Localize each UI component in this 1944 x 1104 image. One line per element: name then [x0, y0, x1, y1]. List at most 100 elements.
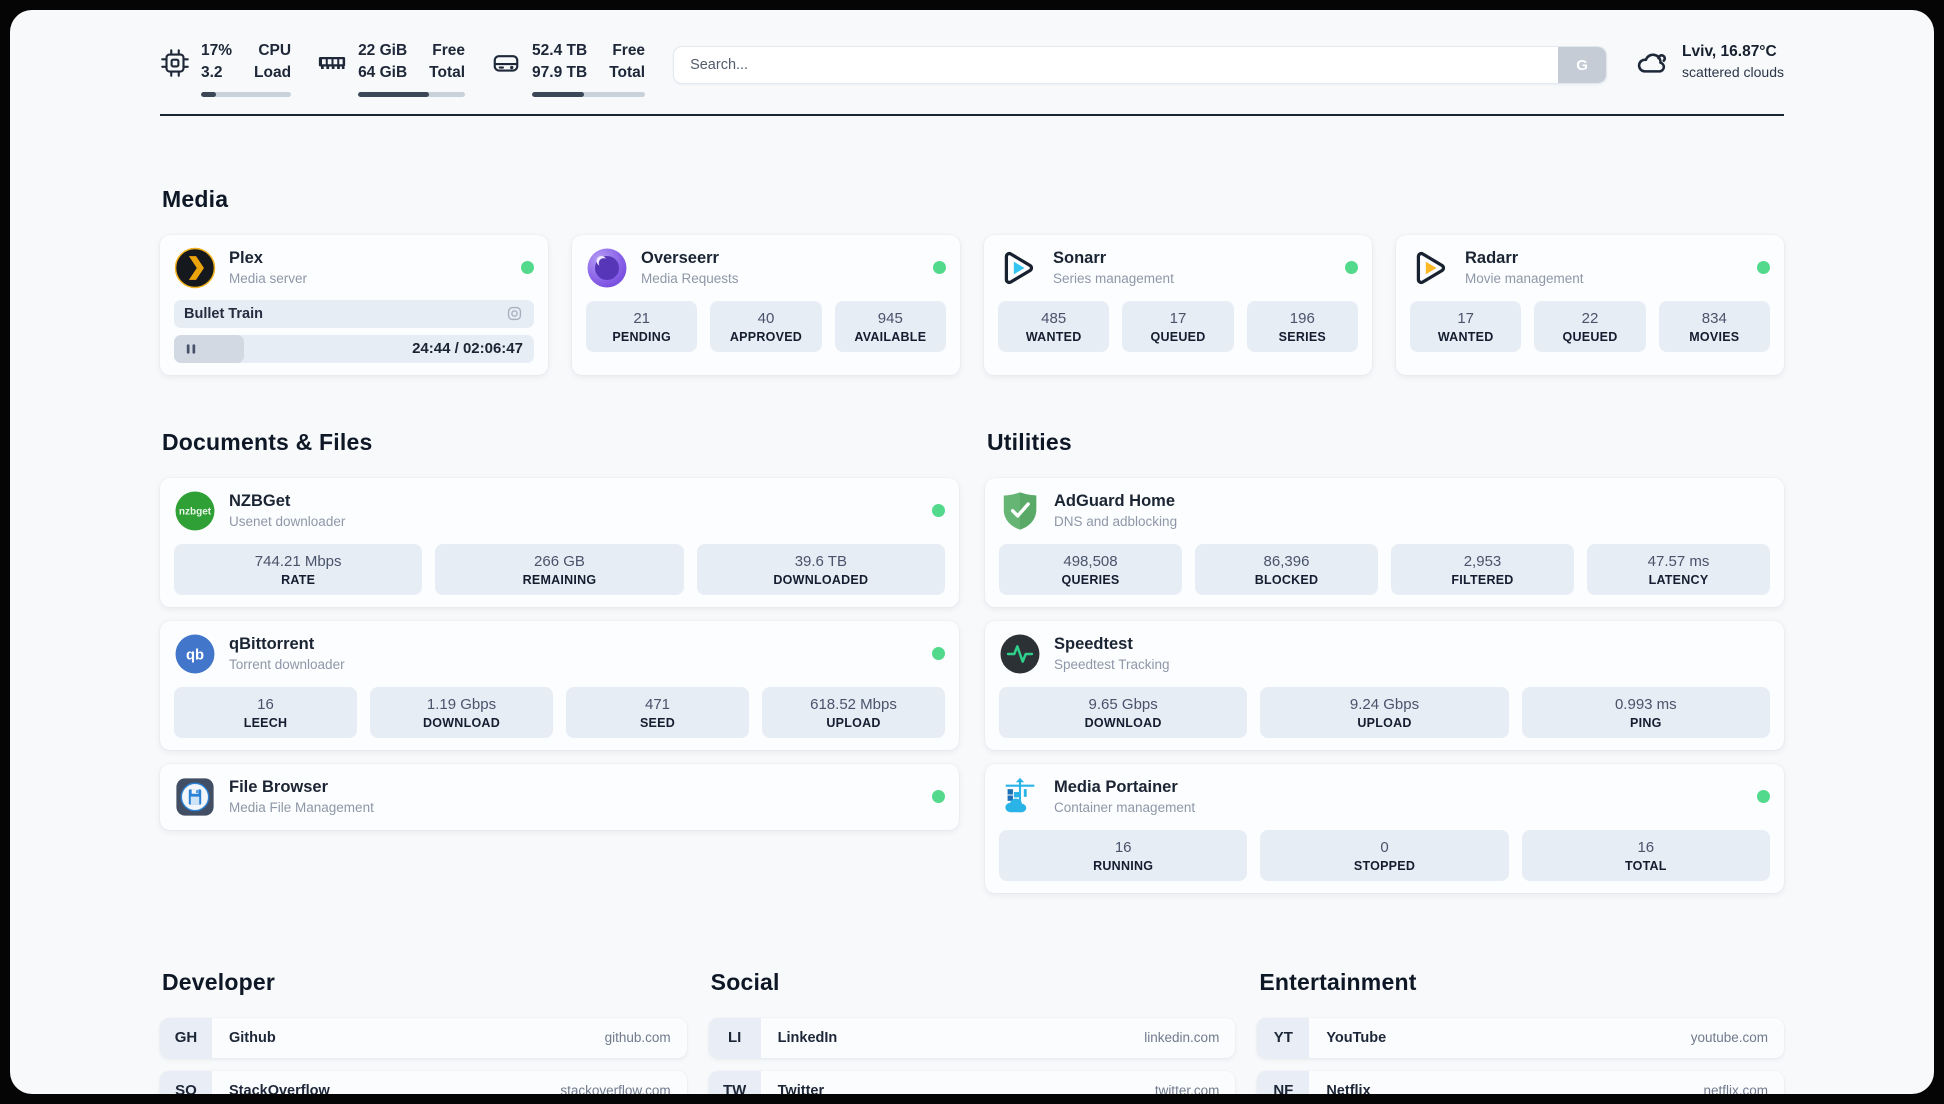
bookmark-abbr-badge: TW	[708, 1070, 761, 1094]
metric-value: 16	[1637, 838, 1655, 856]
metric-box: 485 WANTED	[998, 300, 1110, 352]
metric-value: 744.21 Mbps	[254, 552, 342, 570]
metric-value: 0.993 ms	[1614, 695, 1677, 713]
metric-value: 266 GB	[534, 552, 585, 570]
service-card-plex[interactable]: Plex Media server Bullet Train 24:44 / 0…	[160, 234, 548, 375]
metric-value: 2,953	[1463, 552, 1502, 570]
metric-box: 9.24 Gbps UPLOAD	[1260, 686, 1509, 738]
dashboard-page: 17% CPU 3.2 Load 22 GiB Free 64 GiB Tota…	[10, 10, 1934, 1094]
system-stat: 22 GiB Free 64 GiB Total	[317, 40, 466, 97]
filebrowser-icon	[174, 776, 216, 818]
metric-label: MOVIES	[1689, 329, 1740, 344]
service-subtitle: Speedtest Tracking	[1054, 657, 1170, 673]
metric-label: RATE	[281, 572, 316, 587]
adguard-icon	[999, 490, 1041, 532]
search-provider-button[interactable]: G	[1558, 47, 1607, 83]
metric-value: 17	[1169, 309, 1187, 327]
metric-box: 2,953 FILTERED	[1391, 543, 1574, 595]
bookmark-github[interactable]: GH Github github.com	[160, 1017, 687, 1058]
service-card-nzbget[interactable]: nzbget NZBGet Usenet downloader 744.21 M…	[160, 477, 959, 607]
status-online-dot	[932, 647, 945, 661]
service-card-file-browser[interactable]: File Browser Media File Management	[160, 763, 959, 830]
metric-box: 17 WANTED	[1410, 300, 1522, 352]
metric-box: 744.21 Mbps RATE	[174, 543, 423, 595]
bookmark-netflix[interactable]: NF Netflix netflix.com	[1257, 1070, 1784, 1094]
portainer-icon	[999, 776, 1041, 818]
metric-box: 21 PENDING	[586, 300, 698, 352]
service-title: NZBGet	[229, 492, 291, 511]
metric-value: 9.65 Gbps	[1088, 695, 1158, 713]
status-online-dot	[521, 261, 534, 275]
metric-label: FILTERED	[1451, 572, 1514, 587]
service-card-overseerr[interactable]: Overseerr Media Requests 21 PENDING 40 A…	[572, 234, 960, 375]
metric-value: 86,396	[1263, 552, 1310, 570]
speedtest-icon	[999, 633, 1041, 675]
qbittorrent-icon: qb	[174, 633, 216, 675]
bookmark-group-entertainment: Entertainment YT YouTube youtube.com NF …	[1257, 969, 1784, 1094]
service-subtitle: Container management	[1054, 800, 1196, 816]
metric-value: 16	[257, 695, 274, 713]
bookmark-group-social: Social LI LinkedIn linkedin.com TW Twitt…	[708, 968, 1236, 1094]
stat-value: 3.2	[201, 64, 223, 82]
service-card-sonarr[interactable]: Sonarr Series management 485 WANTED 17 Q…	[984, 234, 1372, 375]
metric-value: 17	[1457, 309, 1474, 327]
pause-icon[interactable]	[183, 341, 199, 357]
bookmark-linkedin[interactable]: LI LinkedIn linkedin.com	[708, 1017, 1236, 1058]
service-title: Plex	[229, 249, 263, 268]
metric-label: DOWNLOAD	[423, 715, 500, 730]
bookmark-groups: Developer GH Github github.com SO StackO…	[160, 969, 1784, 1094]
bookmark-name: Netflix	[1326, 1082, 1371, 1094]
service-card-qbittorrent[interactable]: qb qBittorrent Torrent downloader 16 LEE…	[160, 620, 959, 750]
status-online-dot	[1757, 790, 1770, 804]
metric-box: 47.57 ms LATENCY	[1587, 543, 1770, 595]
metric-box: 17 QUEUED	[1122, 300, 1234, 352]
screen-icon	[505, 304, 524, 323]
metric-label: UPLOAD	[826, 715, 881, 730]
service-subtitle: Torrent downloader	[229, 657, 345, 673]
bookmark-youtube[interactable]: YT YouTube youtube.com	[1257, 1017, 1784, 1058]
system-stats: 17% CPU 3.2 Load 22 GiB Free 64 GiB Tota…	[160, 40, 646, 97]
metric-box: 40 APPROVED	[710, 300, 822, 352]
metric-box: 9.65 Gbps DOWNLOAD	[999, 686, 1248, 738]
system-stat: 17% CPU 3.2 Load	[160, 40, 292, 97]
system-stat: 52.4 TB Free 97.9 TB Total	[491, 40, 646, 97]
service-card-adguard-home[interactable]: AdGuard Home DNS and adblocking 498,508 …	[985, 477, 1784, 607]
bookmark-twitter[interactable]: TW Twitter twitter.com	[708, 1070, 1236, 1094]
now-playing-title: Bullet Train	[184, 305, 263, 322]
bookmark-url: youtube.com	[1690, 1030, 1768, 1046]
cloud-icon	[1635, 45, 1669, 79]
service-card-media-portainer[interactable]: Media Portainer Container management 16 …	[985, 763, 1784, 893]
header-divider	[160, 113, 1784, 116]
metric-label: SEED	[639, 715, 676, 730]
metric-box: 16 LEECH	[174, 686, 357, 738]
service-card-radarr[interactable]: Radarr Movie management 17 WANTED 22 QUE…	[1396, 234, 1784, 375]
metric-value: 1.19 Gbps	[426, 695, 497, 713]
bookmark-abbr-badge: LI	[708, 1017, 761, 1058]
metric-label: DOWNLOAD	[1084, 715, 1162, 730]
search-input[interactable]	[674, 47, 1559, 83]
bookmark-stackoverflow[interactable]: SO StackOverflow stackoverflow.com	[160, 1070, 687, 1094]
bookmark-abbr-badge: NF	[1257, 1070, 1310, 1094]
stat-value: 17%	[201, 42, 233, 59]
metric-box: 1.19 Gbps DOWNLOAD	[370, 686, 553, 738]
utilities-column: Utilities AdGuard Home DNS and adblockin…	[985, 429, 1784, 907]
metric-label: DOWNLOADED	[773, 572, 869, 587]
bookmark-name: Github	[229, 1029, 276, 1046]
service-subtitle: Movie management	[1465, 271, 1584, 287]
bookmark-name: YouTube	[1326, 1029, 1387, 1046]
metric-box: 39.6 TB DOWNLOADED	[696, 543, 945, 595]
bookmark-abbr-badge: SO	[160, 1070, 212, 1094]
service-title: Media Portainer	[1054, 778, 1178, 797]
metric-label: PING	[1630, 715, 1662, 730]
section-title: Social	[710, 968, 780, 995]
stat-label: Free	[432, 42, 466, 59]
metric-value: 22	[1581, 309, 1599, 327]
svg-text:qb: qb	[186, 647, 204, 663]
media-card-grid: Plex Media server Bullet Train 24:44 / 0…	[160, 234, 1784, 375]
status-online-dot	[933, 261, 946, 275]
service-card-speedtest[interactable]: Speedtest Speedtest Tracking 9.65 Gbps D…	[985, 620, 1784, 750]
service-subtitle: Series management	[1053, 271, 1174, 287]
service-title: File Browser	[229, 778, 329, 797]
service-subtitle: DNS and adblocking	[1054, 514, 1178, 530]
usage-progress-bar	[358, 91, 466, 97]
